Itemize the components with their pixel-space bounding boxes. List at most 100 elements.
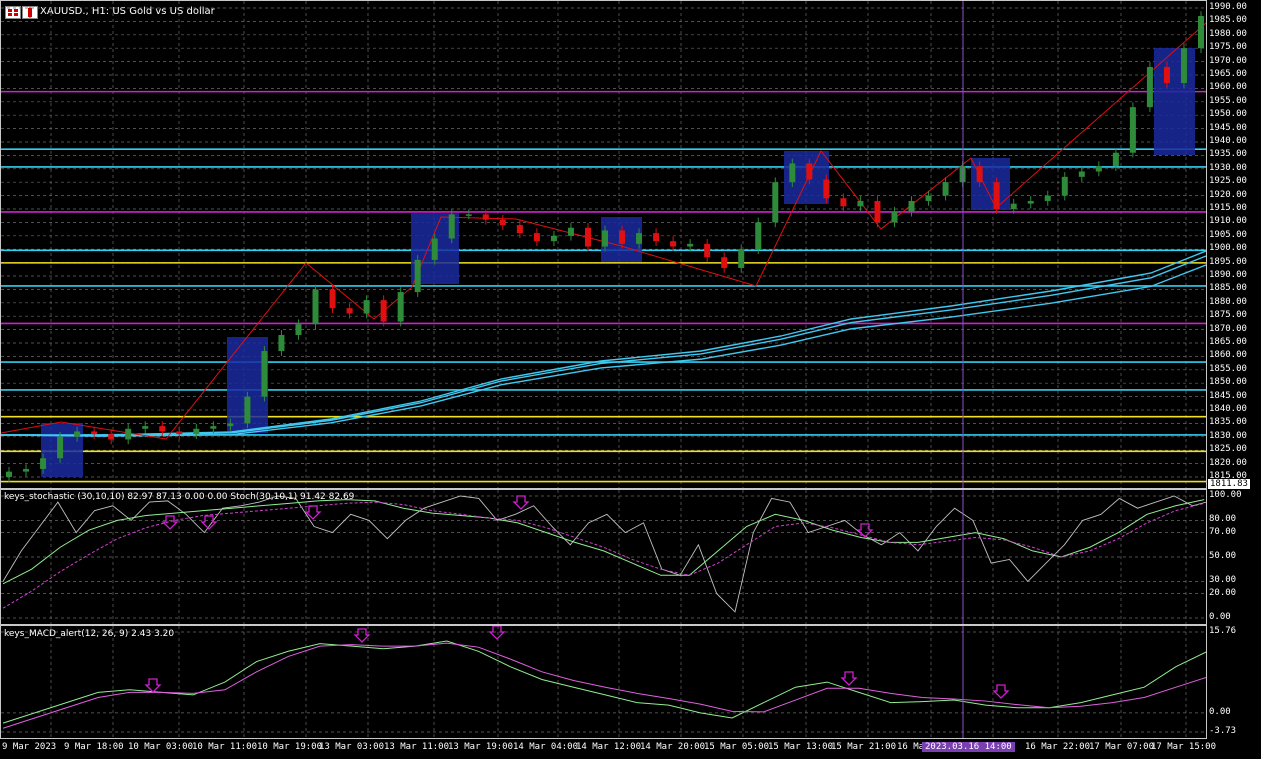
candle-body (74, 431, 81, 437)
price-chart-pane[interactable] (0, 0, 1207, 489)
candle-body (636, 233, 643, 244)
price-tick-label: 1930.00 (1209, 162, 1247, 173)
zone-box (1154, 48, 1195, 155)
sell-arrow-icon (512, 495, 530, 510)
candle-body (278, 334, 285, 352)
candle-body (806, 163, 813, 180)
candle-body (619, 230, 626, 244)
candle-body (516, 225, 523, 234)
macd-svg (1, 626, 1206, 738)
candle-body (1198, 16, 1204, 49)
sell-arrow-icon (840, 671, 858, 686)
stoch-level-label: 30.00 (1209, 575, 1237, 586)
candle-body (976, 166, 983, 183)
candle-body (533, 233, 540, 242)
time-tick-label: 13 Mar 11:00 (384, 742, 450, 752)
candle-body (1163, 66, 1170, 84)
price-tick-label: 1815.00 (1209, 471, 1247, 481)
time-tick-label: 17 Mar 15:00 (1151, 742, 1217, 752)
candle-body (1146, 66, 1153, 108)
time-tick-label: 13 Mar 03:00 (319, 742, 385, 752)
sell-arrow-icon (856, 523, 874, 538)
candle-body (874, 200, 881, 223)
candle-body (857, 200, 864, 207)
price-tick-label: 1895.00 (1209, 256, 1247, 267)
price-tick-label: 1820.00 (1209, 457, 1247, 468)
price-tick-label: 1985.00 (1209, 15, 1247, 26)
candle-body (227, 423, 234, 427)
price-tick-label: 1855.00 (1209, 363, 1247, 374)
price-tick-label: 1990.00 (1209, 2, 1247, 12)
candle-body (23, 468, 30, 472)
stoch-level-label: 50.00 (1209, 551, 1237, 561)
candle-body (482, 214, 489, 220)
candle-body (125, 428, 132, 440)
time-tick-label: 14 Mar 20:00 (640, 742, 706, 752)
price-tick-label: 1950.00 (1209, 109, 1247, 120)
price-tick-label: 1970.00 (1209, 55, 1247, 66)
price-tick-label: 1860.00 (1209, 350, 1247, 361)
candle-body (346, 308, 353, 314)
price-tick-label: 1975.00 (1209, 42, 1247, 53)
price-tick-label: 1885.00 (1209, 283, 1247, 294)
candle-body (329, 289, 336, 309)
candle-body (380, 300, 387, 322)
candle-body (942, 182, 949, 196)
candle-body (891, 211, 898, 223)
price-tick-label: 1910.00 (1209, 216, 1247, 227)
candle-body (653, 233, 660, 242)
time-tick-label: 14 Mar 04:00 (513, 742, 579, 752)
zone-box (971, 158, 1010, 210)
price-tick-label: 1945.00 (1209, 122, 1247, 133)
time-tick-label: 13 Mar 19:00 (448, 742, 514, 752)
macd-pane[interactable] (0, 625, 1207, 739)
candle-body (295, 324, 302, 335)
candle-body (789, 163, 796, 183)
price-tick-label: 1830.00 (1209, 430, 1247, 441)
price-tick-label: 1890.00 (1209, 270, 1247, 280)
time-tick-label: 15 Mar 05:00 (704, 742, 770, 752)
candle-body (499, 219, 506, 226)
candle-body (210, 426, 217, 429)
stochastic-title: keys_stochastic (30,10,10) 82.97 87.13 0… (4, 492, 355, 502)
price-tick-label: 1900.00 (1209, 243, 1247, 254)
cursor-time-label: 2023.03.16 14:00 (922, 742, 1015, 752)
price-tick-label: 1905.00 (1209, 229, 1247, 240)
price-tick-label: 1875.00 (1209, 310, 1247, 321)
price-tick-label: 1825.00 (1209, 444, 1247, 455)
macd-level-label: 15.76 (1209, 626, 1237, 636)
candle-body (704, 243, 711, 258)
zigzag-line (1, 22, 1206, 440)
candle-body (1078, 171, 1085, 177)
candle-body (602, 230, 608, 247)
time-tick-label: 9 Mar 2023 (2, 742, 57, 752)
candle-body (312, 289, 319, 325)
candle-body (584, 227, 591, 247)
chart-grid-icon[interactable] (5, 6, 21, 19)
time-tick-label: 10 Mar 03:00 (128, 742, 194, 752)
chart-type-icon[interactable] (22, 6, 38, 19)
candle-body (465, 214, 472, 216)
stochastic-pane[interactable] (0, 489, 1207, 625)
candle-body (1061, 176, 1068, 196)
candle-body (1180, 48, 1187, 84)
stoch-level-label: 80.00 (1209, 514, 1237, 525)
candle-body (550, 235, 557, 242)
macd-main-line (2, 640, 1206, 724)
candle-body (1010, 203, 1017, 209)
candle-body (142, 426, 149, 429)
moving-average-line (1, 264, 1206, 437)
candle-body (159, 426, 166, 432)
stoch-main-line (2, 499, 1205, 585)
price-tick-label: 1940.00 (1209, 136, 1247, 146)
candle-body (823, 179, 830, 199)
sell-arrow-icon (353, 628, 371, 643)
candle-body (738, 249, 745, 268)
price-chart-svg (1, 1, 1206, 488)
candle-body (6, 471, 12, 477)
candle-body (40, 458, 47, 469)
stoch-raw-line (2, 495, 1206, 613)
candle-body (193, 428, 200, 435)
moving-average-line (1, 255, 1206, 437)
price-tick-label: 1865.00 (1209, 337, 1247, 347)
